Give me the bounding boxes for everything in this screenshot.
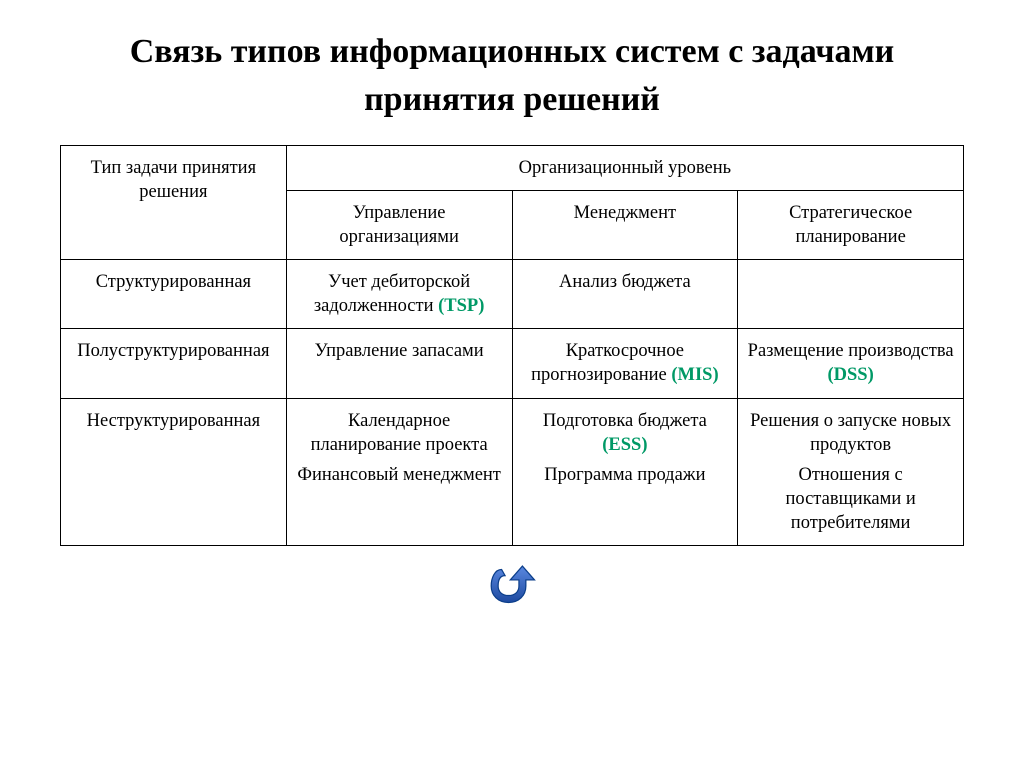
table-header-row-1: Тип задачи принятия решения Организацион… (61, 146, 964, 191)
cell-text: Программа продажи (521, 463, 730, 487)
row1-label: Структурированная (61, 260, 287, 329)
header-col-1: Управление организациями (286, 191, 512, 260)
row3-col3: Решения о запуске новых продуктов Отноше… (738, 398, 964, 545)
table-row: Полуструктурированная Управление запасам… (61, 329, 964, 398)
row1-col1: Учет дебиторской задолженности (TSP) (286, 260, 512, 329)
row3-col1: Календарное планирование проекта Финансо… (286, 398, 512, 545)
header-row-label: Тип задачи принятия решения (61, 146, 287, 260)
u-turn-arrow-icon[interactable] (486, 564, 538, 608)
header-group-label: Организационный уровень (286, 146, 963, 191)
slide-container: Связь типов информационных систем с зада… (0, 0, 1024, 767)
row2-col2: Краткосрочное прогнозирование (MIS) (512, 329, 738, 398)
row3-col2: Подготовка бюджета (ESS) Программа прода… (512, 398, 738, 545)
header-col-3: Стратегическое планирование (738, 191, 964, 260)
row2-col1: Управление запасами (286, 329, 512, 398)
table-row: Структурированная Учет дебиторской задол… (61, 260, 964, 329)
table-row: Неструктурированная Календарное планиров… (61, 398, 964, 545)
row2-label: Полуструктурированная (61, 329, 287, 398)
info-systems-table: Тип задачи принятия решения Организацион… (60, 145, 964, 546)
header-col-2: Менеджмент (512, 191, 738, 260)
cell-code: (MIS) (671, 365, 718, 385)
cell-text-part: Подготовка бюджета (543, 411, 707, 431)
cell-text: Размещение производства (748, 341, 954, 361)
cell-text: Календарное планирование проекта (295, 409, 504, 457)
row1-col2: Анализ бюджета (512, 260, 738, 329)
row2-col3: Размещение производства (DSS) (738, 329, 964, 398)
cell-text: Отношения с поставщиками и потребителями (746, 463, 955, 535)
cell-code: (ESS) (602, 435, 647, 455)
cell-text: Подготовка бюджета (ESS) (521, 409, 730, 457)
cell-code: (DSS) (827, 365, 873, 385)
cell-code: (TSP) (438, 296, 484, 316)
return-arrow-container (60, 564, 964, 613)
row3-label: Неструктурированная (61, 398, 287, 545)
page-title: Связь типов информационных систем с зада… (60, 28, 964, 123)
cell-text: Краткосрочное прогнозирование (531, 341, 684, 385)
row1-col3 (738, 260, 964, 329)
cell-text: Финансовый менеджмент (295, 463, 504, 487)
cell-text: Решения о запуске новых продуктов (746, 409, 955, 457)
